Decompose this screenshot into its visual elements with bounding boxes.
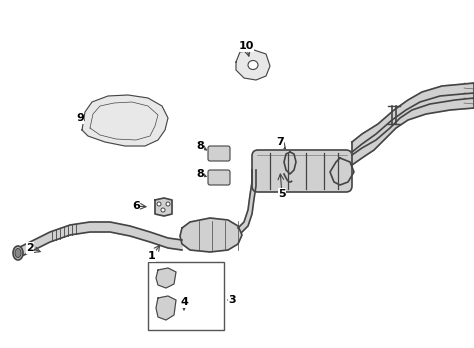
FancyBboxPatch shape [252,150,352,192]
Circle shape [157,202,161,206]
Polygon shape [352,83,474,155]
Text: 6: 6 [132,201,140,211]
Text: 10: 10 [238,41,254,51]
Polygon shape [180,218,242,252]
Polygon shape [18,222,182,258]
Text: 8: 8 [196,169,204,179]
Polygon shape [352,83,474,152]
Polygon shape [155,198,172,216]
Circle shape [166,202,170,206]
Text: 4: 4 [180,297,188,307]
FancyBboxPatch shape [208,146,230,161]
Polygon shape [352,93,474,165]
Circle shape [161,208,165,212]
FancyBboxPatch shape [208,170,230,185]
Polygon shape [156,296,176,320]
Text: 7: 7 [276,137,284,147]
Text: 9: 9 [76,113,84,123]
Polygon shape [156,268,176,288]
Ellipse shape [13,246,23,260]
Polygon shape [238,170,256,232]
Ellipse shape [248,61,258,70]
Polygon shape [236,50,270,80]
Polygon shape [352,98,474,165]
Bar [148,262,224,330]
Ellipse shape [15,248,21,258]
Text: 8: 8 [196,141,204,151]
Polygon shape [82,95,168,146]
Text: 2: 2 [26,243,34,253]
Text: 5: 5 [278,189,286,199]
Text: 1: 1 [148,251,156,261]
Text: 3: 3 [228,295,236,305]
